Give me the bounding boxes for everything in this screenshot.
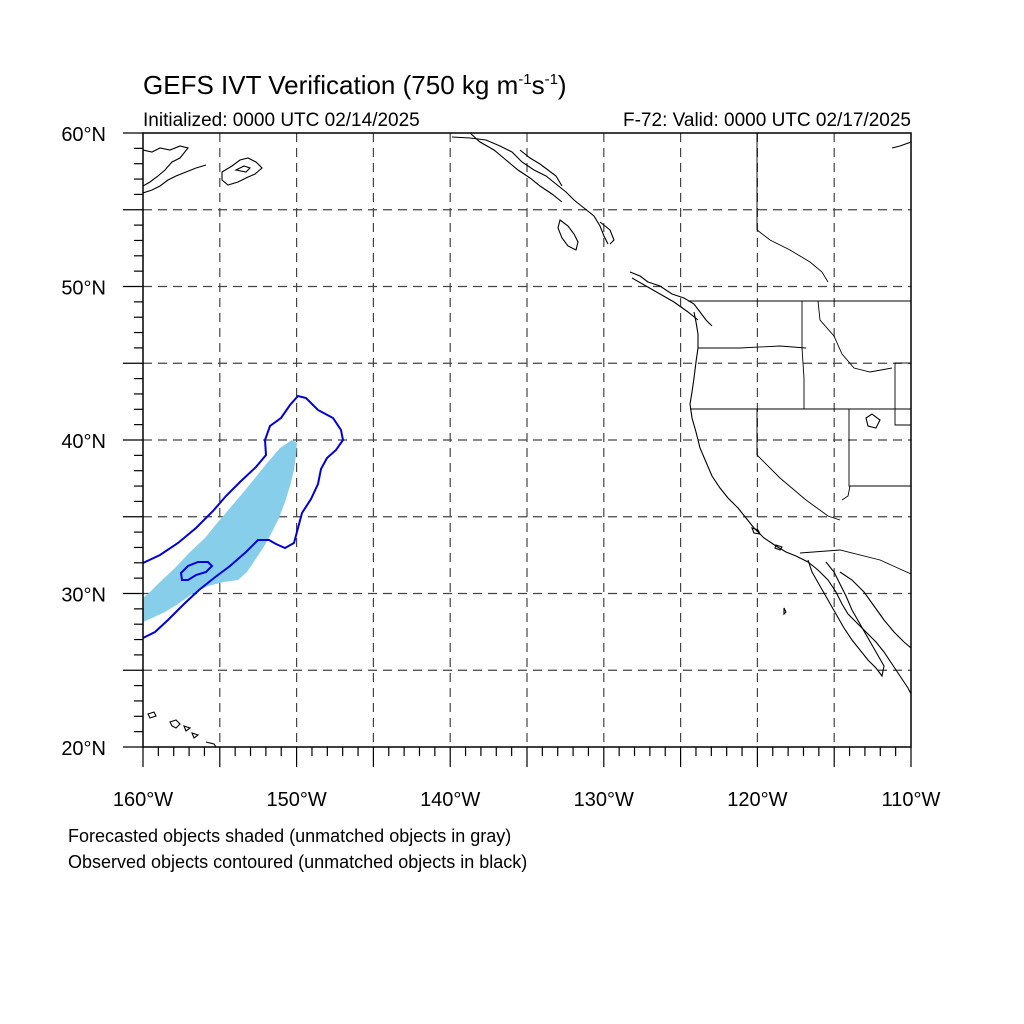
lon-label: 110°W xyxy=(882,789,941,811)
lat-label: 30°N xyxy=(61,585,106,607)
longitude-labels: 160°W 150°W 140°W 130°W 120°W 110°W xyxy=(113,789,941,811)
coastlines xyxy=(143,133,911,747)
lat-label: 40°N xyxy=(61,431,106,453)
lat-label: 50°N xyxy=(61,278,106,300)
lon-label: 140°W xyxy=(420,789,480,811)
lat-label: 20°N xyxy=(61,738,106,760)
political-borders xyxy=(688,133,911,575)
graticule xyxy=(143,133,911,747)
valid-time: F-72: Valid: 0000 UTC 02/17/2025 xyxy=(623,110,911,131)
latitude-labels: 60°N 50°N 40°N 30°N 20°N xyxy=(61,124,106,760)
chart-title: GEFS IVT Verification (750 kg m-1s-1) xyxy=(143,70,567,100)
map-content xyxy=(143,133,911,747)
axis-ticks xyxy=(123,132,912,767)
lon-label: 150°W xyxy=(266,789,326,811)
observed-object-inner xyxy=(179,561,214,581)
forecast-note: Forecasted objects shaded (unmatched obj… xyxy=(68,826,512,846)
lon-label: 160°W xyxy=(113,789,173,811)
observed-note: Observed objects contoured (unmatched ob… xyxy=(68,852,528,872)
forecast-inner-gap xyxy=(230,478,246,496)
lon-label: 120°W xyxy=(727,789,787,811)
observed-object-outer xyxy=(143,394,345,639)
lon-label: 130°W xyxy=(574,789,634,811)
initialized-time: Initialized: 0000 UTC 02/14/2025 xyxy=(143,110,420,131)
lat-label: 60°N xyxy=(61,124,106,146)
